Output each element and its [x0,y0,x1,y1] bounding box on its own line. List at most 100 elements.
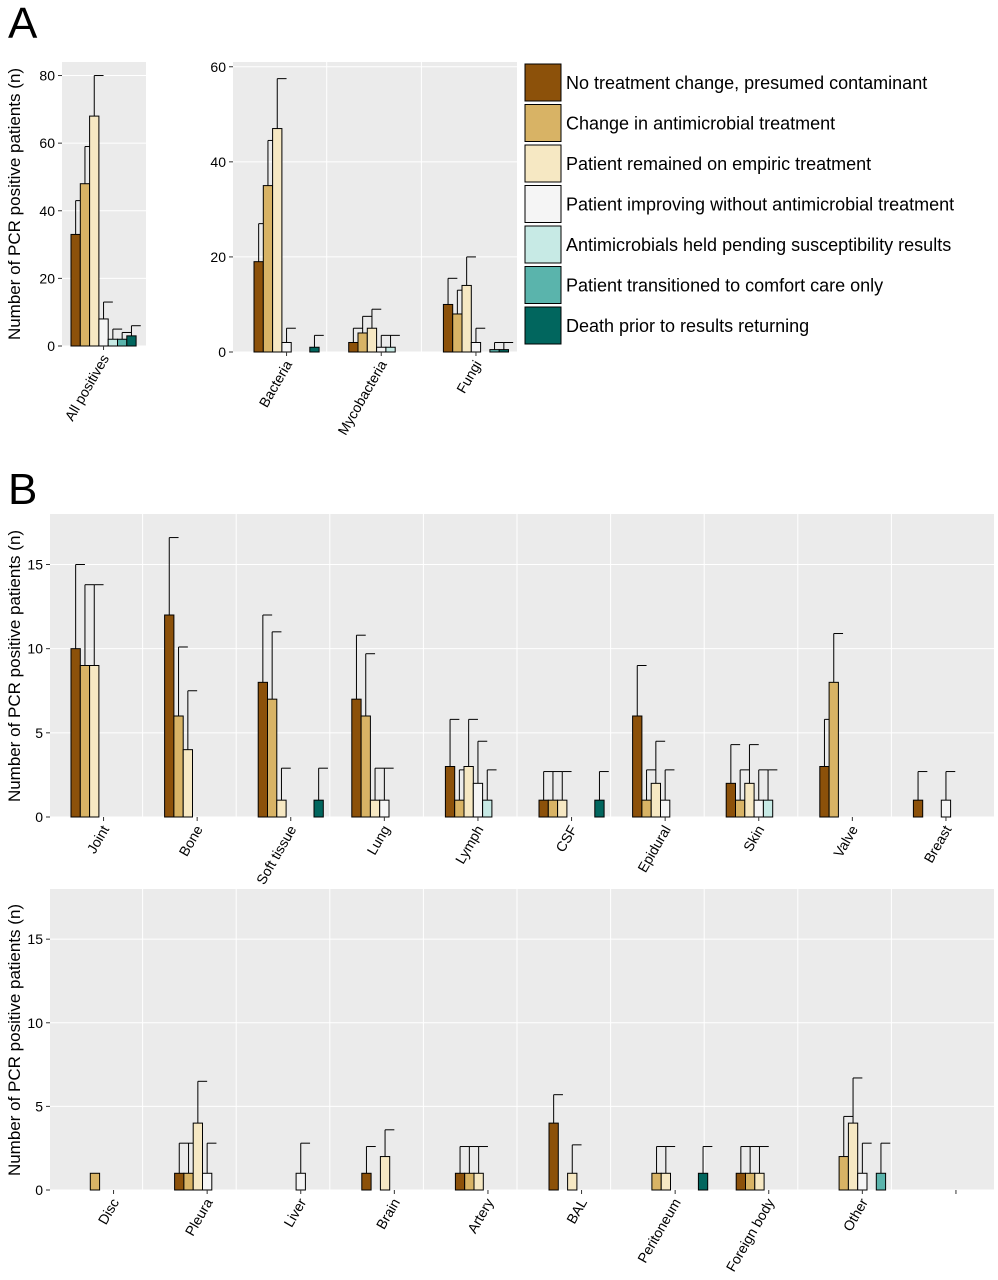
legend-swatch-1 [524,63,562,102]
bar-fungi-3 [461,284,472,353]
legend-swatch-7 [524,306,562,345]
bar-foreign-body-2 [745,1172,756,1191]
y-tick-label: 60 [39,135,55,151]
chart-3: 0 5 10 15 Joint Bone Soft tissue Lung Lymph CSF Ep… [5,514,994,887]
bar-skin-5 [762,799,774,818]
bar-bone-3 [182,749,193,818]
bar-lymph-3 [463,766,474,818]
y-tick-label: 0 [47,338,55,354]
y-tick-label: 5 [35,725,43,741]
bar-fungi-4 [470,341,482,353]
bar-all-positives-6 [117,338,128,347]
bar-soft-tissue-2 [267,698,278,818]
bar-lymph-1 [444,766,456,818]
bar-liver-4 [295,1172,306,1191]
bar-pleura-3 [192,1122,203,1191]
bar-csf-2 [547,799,559,818]
bar-epidural-1 [632,715,643,818]
bar-mycobacteria-1 [348,341,359,353]
chart-4: 0 5 10 15 Disc Pleura Liver Brain Artery BAL Perit… [5,889,994,1274]
bar-lymph-4 [472,782,484,818]
x-tick-label-valve: Valve [830,822,861,860]
legend: No treatment change, presumed contaminan… [524,63,954,345]
bar-mycobacteria-5 [385,346,396,353]
x-tick-label-lymph: Lymph [452,823,487,867]
bar-csf-1 [538,799,549,818]
bar-valve-2 [828,681,839,818]
x-tick-label-breast: Breast [920,822,954,865]
x-tick-label-csf: CSF [552,823,580,855]
bar-lymph-5 [482,799,493,818]
x-tick-label-bal: BAL [563,1195,590,1226]
bar-bacteria-4 [281,341,292,353]
x-tick-label-skin: Skin [740,823,767,855]
bar-skin-3 [744,782,755,818]
y-axis-label: Number of PCR positive patients (n) [5,904,24,1176]
bar-other-6 [875,1172,887,1191]
bar-soft-tissue-3 [276,799,287,818]
x-tick-label-lung: Lung [364,823,393,858]
bar-disc-2 [89,1172,101,1191]
legend-label-3: Patient remained on empiric treatment [566,154,871,174]
bar-lung-2 [360,715,371,818]
x-tick-label-other: Other [840,1195,872,1234]
bar-bacteria-1 [253,261,264,353]
bar-all-positives-4 [98,318,109,347]
bar-joint-2 [79,665,91,818]
legend-label-5: Antimicrobials held pending susceptibili… [566,235,951,255]
bar-peritoneum-3 [660,1172,672,1191]
legend-label-6: Patient transitioned to comfort care onl… [566,276,883,296]
bar-breast-1 [912,799,924,818]
bar-brain-3 [379,1156,391,1191]
bar-mycobacteria-4 [376,346,387,353]
x-tick-label-joint: Joint [84,822,113,856]
bar-foreign-body-1 [735,1172,747,1191]
bar-csf-7 [594,799,605,818]
y-axis-label: Number of PCR positive patients (n) [5,68,24,340]
bar-fungi-2 [452,313,463,353]
bar-bone-2 [173,715,184,818]
bar-csf-3 [557,799,568,818]
bar-all-positives-3 [89,115,100,347]
x-tick-label-liver: Liver [280,1195,309,1230]
bar-other-3 [847,1122,859,1191]
bar-artery-1 [454,1172,466,1191]
bar-skin-1 [725,782,737,818]
bar-all-positives-1 [70,233,81,347]
x-tick-label-bone: Bone [176,822,206,859]
x-tick-label-artery: Artery [464,1196,497,1236]
y-tick-label: 0 [35,809,43,825]
y-tick-label: 0 [218,344,226,360]
bar-brain-1 [361,1172,372,1191]
bar-peritoneum-2 [651,1172,662,1191]
bar-bacteria-2 [262,185,274,353]
bar-soft-tissue-7 [313,799,324,818]
y-tick-label: 10 [27,641,43,657]
bar-epidural-4 [660,799,671,818]
y-axis-label: Number of PCR positive patients (n) [5,530,24,802]
bar-lymph-2 [454,799,465,818]
bar-bal-3 [567,1172,578,1191]
legend-label-4: Patient improving without antimicrobial … [566,195,954,215]
legend-label-2: Change in antimicrobial treatment [566,114,835,134]
y-tick-label: 40 [210,154,226,170]
bar-skin-4 [753,799,764,818]
bar-other-2 [838,1156,849,1191]
x-tick-label-disc: Disc [95,1196,122,1228]
bar-epidural-2 [641,799,652,818]
bar-mycobacteria-2 [357,332,368,353]
panel-letter-b: B [8,465,37,514]
x-tick-label-peritoneum: Peritoneum [634,1196,684,1266]
x-tick-label-foreign-body: Foreign body [723,1196,778,1275]
legend-swatch-5 [524,225,562,264]
bar-pleura-4 [202,1172,213,1191]
bar-bacteria-3 [272,128,283,353]
bar-bacteria-7 [309,346,320,353]
bar-mycobacteria-3 [366,327,378,353]
bar-soft-tissue-1 [257,681,269,818]
legend-swatch-4 [524,185,562,223]
x-tick-label-pleura: Pleura [182,1195,216,1238]
bar-joint-3 [89,665,100,818]
bar-lung-1 [351,698,362,818]
